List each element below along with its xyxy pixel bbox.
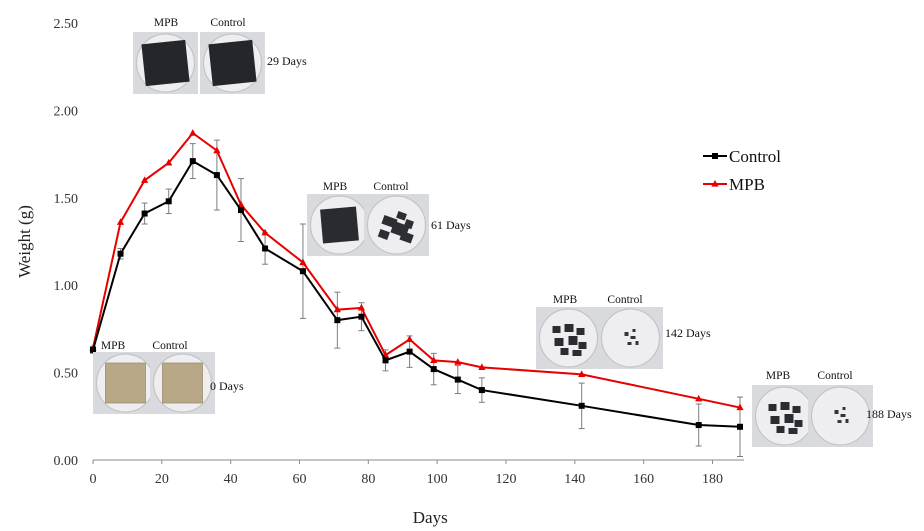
x-axis-title: Days <box>413 508 448 527</box>
control-point <box>190 158 196 164</box>
sample-piece <box>633 329 636 332</box>
legend: Control MPB <box>703 147 781 194</box>
sample-piece <box>565 324 574 332</box>
y-tick-label: 0.00 <box>54 454 79 469</box>
x-tick-label: 80 <box>361 472 375 487</box>
x-tick-label: 100 <box>427 472 448 487</box>
sample-piece <box>795 420 803 427</box>
control-point <box>696 422 702 428</box>
sample-piece <box>838 420 842 423</box>
photo-label: Control <box>210 17 245 29</box>
control-point <box>479 387 485 393</box>
photo-day-label: 142 Days <box>665 326 711 340</box>
x-tick-label: 20 <box>155 472 169 487</box>
x-tick-label: 180 <box>702 472 723 487</box>
control-point <box>142 211 148 217</box>
control-point <box>737 424 743 430</box>
x-tick-label: 160 <box>633 472 654 487</box>
photo-group-d61: MPB Control 61 Days <box>307 181 471 256</box>
control-point <box>90 347 96 353</box>
sample-piece <box>577 328 585 335</box>
control-point <box>579 403 585 409</box>
sample-piece <box>846 419 849 423</box>
photo-day-label: 61 Days <box>431 218 471 232</box>
control-point <box>383 357 389 363</box>
photo-label: Control <box>152 340 187 352</box>
sample-piece <box>553 326 561 333</box>
legend-control-marker <box>712 153 718 159</box>
photo-label: MPB <box>766 370 791 382</box>
sample-piece <box>771 416 780 424</box>
control-point <box>334 317 340 323</box>
photo-label: MPB <box>101 340 126 352</box>
x-tick-label: 60 <box>292 472 306 487</box>
sample-piece <box>579 342 587 349</box>
photo-group-d188: MPB Control 188 Days <box>752 370 912 447</box>
x-tick-label: 0 <box>90 472 97 487</box>
sample-piece <box>769 404 777 411</box>
sample-piece <box>636 341 639 345</box>
control-point <box>262 245 268 251</box>
sample-piece <box>631 336 636 339</box>
sample-piece <box>781 402 790 410</box>
photo-label: Control <box>373 181 408 193</box>
legend-control-label: Control <box>729 147 781 166</box>
y-tick-label: 0.50 <box>54 367 79 382</box>
sample-piece <box>841 414 846 417</box>
sample-square <box>320 206 359 243</box>
y-tick-label: 2.00 <box>54 104 79 119</box>
sample-mesh <box>163 363 203 403</box>
sample-square <box>141 40 189 86</box>
y-tick-label: 2.50 <box>54 17 79 32</box>
photo-day-label: 188 Days <box>866 407 912 421</box>
photo-label: MPB <box>323 181 348 193</box>
sample-piece <box>785 414 794 423</box>
sample-piece <box>793 406 801 413</box>
sample-piece <box>625 332 629 336</box>
x-tick-label: 140 <box>564 472 585 487</box>
sample-piece <box>789 428 798 434</box>
control-point <box>358 314 364 320</box>
y-tick-label: 1.50 <box>54 192 79 207</box>
legend-mpb-label: MPB <box>729 175 765 194</box>
sample-piece <box>573 350 582 356</box>
photo-group-d0: MPB Control 0 Days <box>93 340 244 414</box>
sample-piece <box>843 407 846 410</box>
sample-mesh <box>106 363 146 403</box>
photo-group-d29: MPB Control 29 Days <box>133 17 307 94</box>
sample-piece <box>835 410 839 414</box>
control-point <box>455 377 461 383</box>
y-axis-ticks: 0.00 0.50 1.00 1.50 2.00 2.50 <box>54 17 79 469</box>
sample-piece <box>569 336 578 345</box>
photo-label: Control <box>817 370 852 382</box>
sample-piece <box>628 342 632 345</box>
photo-day-label: 0 Days <box>210 379 244 393</box>
y-axis-title: Weight (g) <box>15 205 34 278</box>
control-point <box>300 268 306 274</box>
x-axis-ticks: 0 20 40 60 80 100 120 140 160 180 <box>90 460 723 487</box>
photo-label: Control <box>607 294 642 306</box>
y-tick-label: 1.00 <box>54 279 79 294</box>
sample-piece <box>777 426 785 433</box>
sample-piece <box>555 338 564 346</box>
photo-day-label: 29 Days <box>267 54 307 68</box>
sample-piece <box>561 348 569 355</box>
x-tick-label: 120 <box>495 472 516 487</box>
control-point <box>166 198 172 204</box>
photo-label: MPB <box>553 294 578 306</box>
mpb-point <box>189 129 196 136</box>
x-tick-label: 40 <box>224 472 238 487</box>
control-point <box>238 207 244 213</box>
control-point <box>431 366 437 372</box>
control-point <box>118 251 124 257</box>
photo-group-d142: MPB Control 142 Days <box>536 294 711 369</box>
sample-square <box>208 40 256 86</box>
photo-label: MPB <box>154 17 179 29</box>
control-point <box>407 349 413 355</box>
control-point <box>214 172 220 178</box>
